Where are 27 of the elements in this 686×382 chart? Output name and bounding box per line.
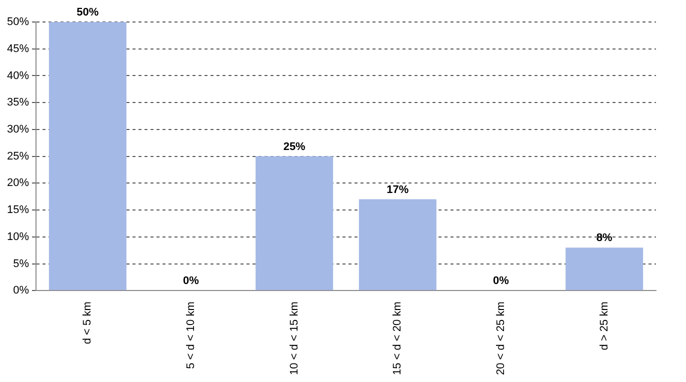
x-tick-label: 10 < d < 15 km	[288, 302, 300, 376]
x-tick-label: 5 < d < 10 km	[185, 302, 198, 369]
bar	[48, 22, 126, 290]
y-tick-label: 35%	[6, 96, 30, 109]
y-tick-label: 50%	[6, 16, 30, 28]
data-label: 50%	[76, 6, 99, 19]
y-tick-label: 40%	[6, 70, 30, 82]
y-tick-label: 25%	[6, 150, 30, 162]
data-label: 0%	[183, 275, 200, 288]
x-tick-label: d > 25 km	[598, 302, 610, 350]
y-tick-label: 45%	[6, 42, 30, 55]
bar	[256, 156, 334, 290]
y-tick-label: 30%	[6, 123, 30, 136]
y-tick-label: 10%	[6, 230, 30, 243]
x-tick-label: 15 < d < 20 km	[392, 302, 404, 376]
data-label: 17%	[386, 184, 409, 196]
y-tick-label: 15%	[6, 204, 30, 216]
bar	[566, 248, 644, 290]
data-label: 0%	[493, 275, 510, 288]
y-tick-label: 0%	[13, 284, 30, 297]
y-tick-label: 20%	[6, 177, 30, 190]
x-tick-label: d < 5 km	[82, 302, 94, 344]
y-tick-label: 5%	[13, 258, 30, 270]
data-label: 25%	[283, 140, 306, 153]
bar	[358, 199, 436, 290]
x-tick-label: 20 < d < 25 km	[495, 302, 508, 376]
data-label: 8%	[596, 232, 612, 244]
